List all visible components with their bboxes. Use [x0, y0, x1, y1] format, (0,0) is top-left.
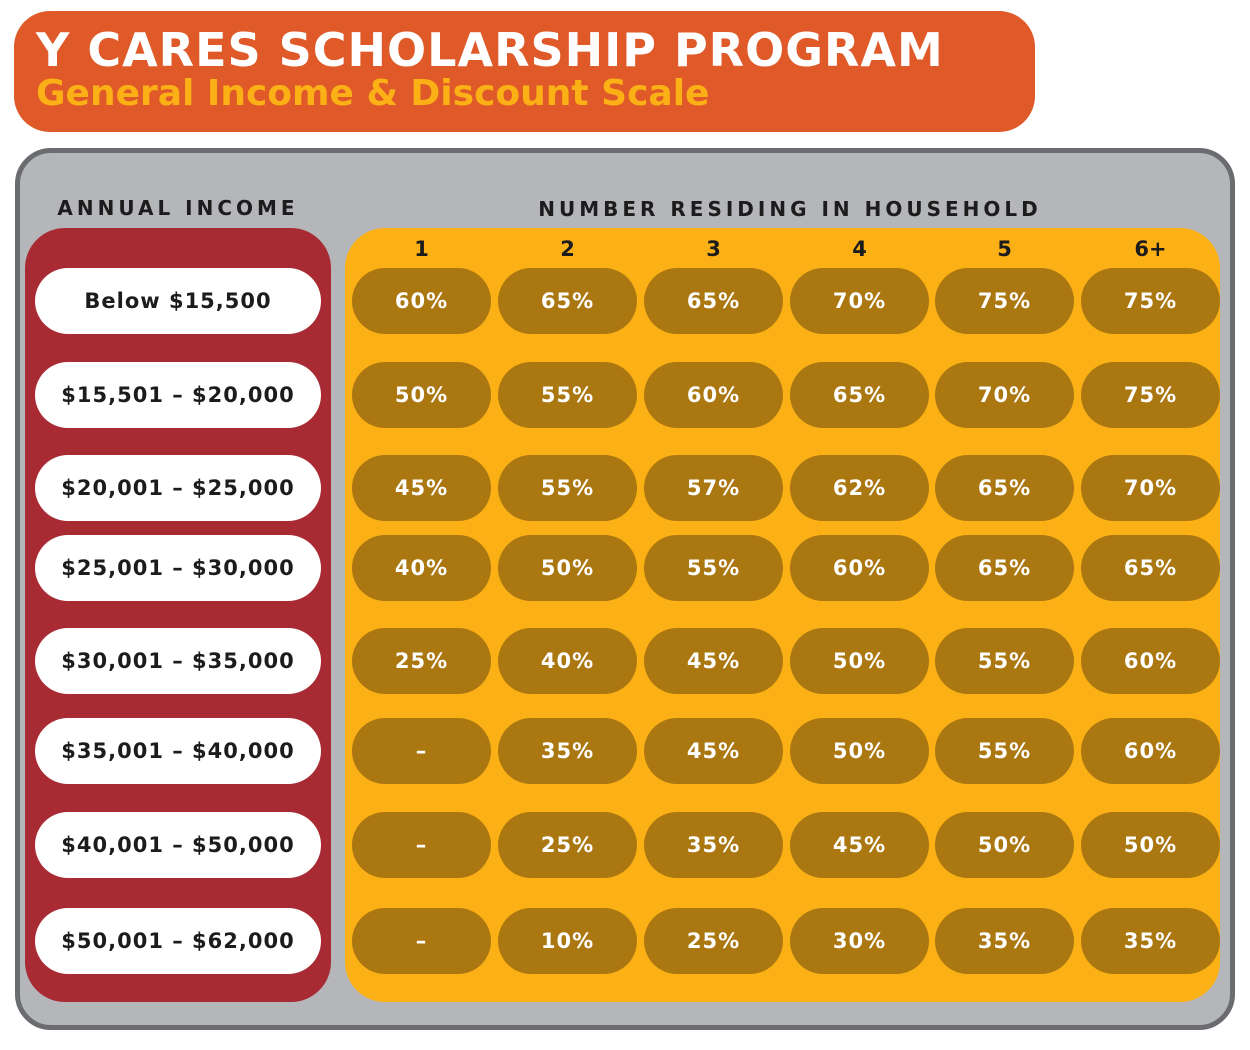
discount-cell: 35% [1081, 908, 1220, 974]
discount-cell: – [352, 908, 491, 974]
discount-cell: 70% [1081, 455, 1220, 521]
title-banner: Y CARES SCHOLARSHIP PROGRAM General Inco… [14, 11, 1035, 132]
discount-cell: 60% [1081, 718, 1220, 784]
discount-cell: – [352, 718, 491, 784]
discount-cell: 75% [1081, 362, 1220, 428]
discount-cell: 65% [498, 268, 637, 334]
discount-cell: 45% [644, 628, 783, 694]
discount-cell: 40% [352, 535, 491, 601]
discount-cell: 57% [644, 455, 783, 521]
discount-cell: 50% [790, 628, 929, 694]
discount-cell: 45% [790, 812, 929, 878]
income-panel [25, 228, 331, 1002]
discount-cell: 65% [935, 455, 1074, 521]
income-bracket: $30,001 – $35,000 [35, 628, 321, 694]
income-bracket: $15,501 – $20,000 [35, 362, 321, 428]
household-size-header: NUMBER RESIDING IN HOUSEHOLD [538, 197, 1042, 221]
discount-cell: 65% [935, 535, 1074, 601]
household-size-4: 4 [852, 237, 867, 261]
discount-cell: 35% [644, 812, 783, 878]
income-bracket: $40,001 – $50,000 [35, 812, 321, 878]
discount-cell: 45% [352, 455, 491, 521]
income-bracket: Below $15,500 [35, 268, 321, 334]
discount-cell: 55% [935, 718, 1074, 784]
discount-cell: 55% [644, 535, 783, 601]
income-bracket: $35,001 – $40,000 [35, 718, 321, 784]
discount-cell: 55% [935, 628, 1074, 694]
income-bracket: $25,001 – $30,000 [35, 535, 321, 601]
discount-cell: 55% [498, 455, 637, 521]
discount-cell: 10% [498, 908, 637, 974]
discount-cell: 45% [644, 718, 783, 784]
discount-cell: 50% [790, 718, 929, 784]
annual-income-header: ANNUAL INCOME [57, 196, 299, 220]
page-title: Y CARES SCHOLARSHIP PROGRAM [36, 23, 944, 77]
household-size-1: 1 [414, 237, 429, 261]
discount-cell: 62% [790, 455, 929, 521]
discount-cell: 50% [935, 812, 1074, 878]
discount-cell: 50% [1081, 812, 1220, 878]
discount-cell: 50% [498, 535, 637, 601]
discount-cell: 30% [790, 908, 929, 974]
household-size-6: 6+ [1134, 237, 1167, 261]
discount-cell: 65% [644, 268, 783, 334]
household-panel [345, 228, 1220, 1002]
discount-cell: 40% [498, 628, 637, 694]
discount-cell: 35% [498, 718, 637, 784]
discount-cell: 50% [352, 362, 491, 428]
discount-cell: 70% [935, 362, 1074, 428]
discount-cell: 25% [352, 628, 491, 694]
household-size-5: 5 [997, 237, 1012, 261]
page-subtitle: General Income & Discount Scale [36, 73, 710, 114]
discount-cell: 35% [935, 908, 1074, 974]
discount-cell: 55% [498, 362, 637, 428]
discount-cell: 25% [644, 908, 783, 974]
discount-cell: 75% [1081, 268, 1220, 334]
discount-cell: 60% [1081, 628, 1220, 694]
discount-cell: 60% [790, 535, 929, 601]
discount-cell: 60% [644, 362, 783, 428]
discount-cell: 25% [498, 812, 637, 878]
discount-cell: 65% [1081, 535, 1220, 601]
household-size-2: 2 [560, 237, 575, 261]
discount-cell: 75% [935, 268, 1074, 334]
discount-cell: 65% [790, 362, 929, 428]
discount-cell: – [352, 812, 491, 878]
discount-cell: 70% [790, 268, 929, 334]
discount-cell: 60% [352, 268, 491, 334]
income-bracket: $20,001 – $25,000 [35, 455, 321, 521]
income-bracket: $50,001 – $62,000 [35, 908, 321, 974]
household-size-3: 3 [706, 237, 721, 261]
